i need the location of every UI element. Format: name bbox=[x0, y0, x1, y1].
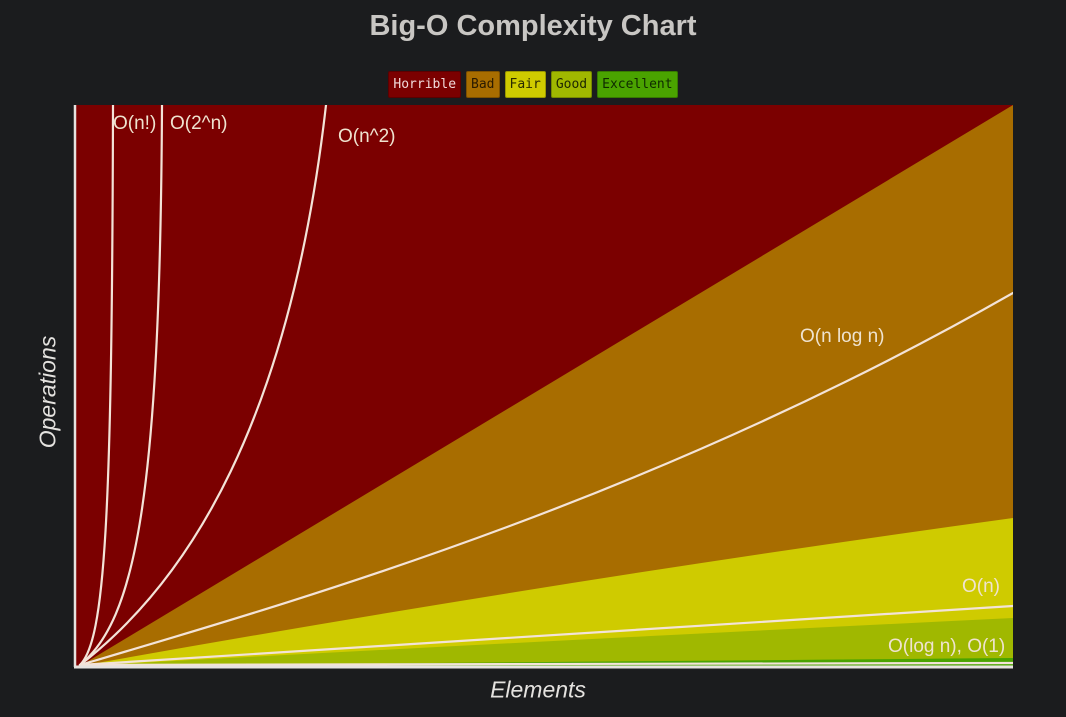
legend-item-excellent: Excellent bbox=[597, 71, 678, 98]
curve-nlogn bbox=[78, 291, 1013, 666]
label-exponential: O(2^n) bbox=[170, 113, 228, 134]
label-quadratic: O(n^2) bbox=[338, 126, 396, 147]
label-linear: O(n) bbox=[962, 576, 1000, 597]
region-good bbox=[80, 618, 1013, 666]
legend-item-bad: Bad bbox=[466, 71, 500, 98]
curve-log-const bbox=[78, 661, 1013, 666]
region-fair bbox=[80, 518, 1013, 666]
legend: Horrible Bad Fair Good Excellent bbox=[0, 71, 1066, 98]
x-axis-label: Elements bbox=[490, 676, 586, 703]
region-bad bbox=[80, 105, 1013, 666]
y-axis-label: Operations bbox=[34, 335, 61, 449]
curve-quadratic bbox=[78, 105, 328, 666]
label-log-const: O(log n), O(1) bbox=[888, 636, 1006, 657]
curve-factorial bbox=[78, 105, 115, 666]
legend-item-good: Good bbox=[550, 71, 593, 98]
curve-exponential bbox=[78, 105, 164, 666]
label-factorial: O(n!) bbox=[113, 113, 157, 134]
label-nlogn: O(n log n) bbox=[800, 326, 885, 347]
chart-title: Big-O Complexity Chart bbox=[369, 10, 697, 42]
curve-linear bbox=[78, 604, 1013, 666]
legend-item-horrible: Horrible bbox=[388, 71, 462, 98]
legend-item-fair: Fair bbox=[504, 71, 546, 98]
